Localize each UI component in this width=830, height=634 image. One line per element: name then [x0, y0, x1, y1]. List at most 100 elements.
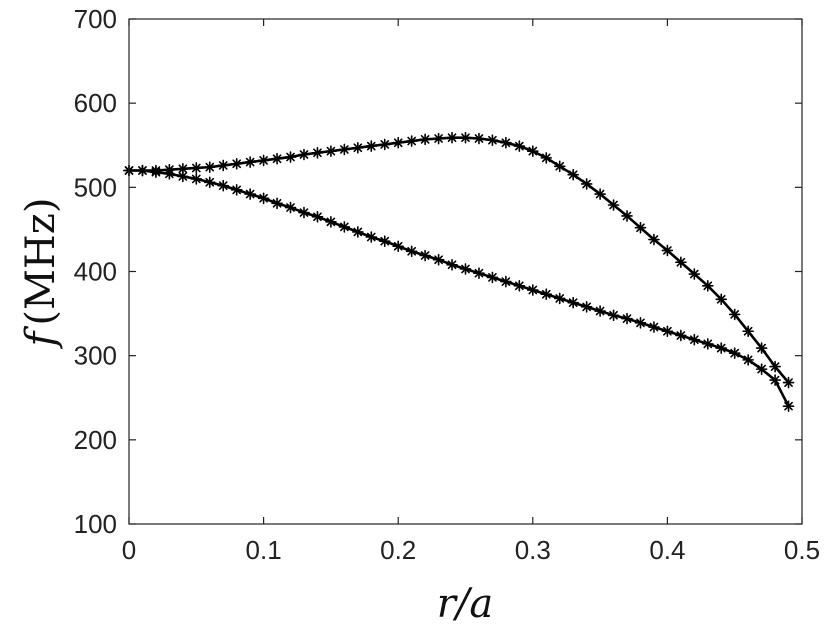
data-point-marker [365, 140, 378, 152]
data-point-marker [284, 151, 297, 163]
data-point-marker [742, 325, 754, 338]
data-point-marker [648, 321, 660, 333]
data-point-marker [352, 141, 364, 154]
data-point-marker [769, 374, 781, 386]
data-point-marker [298, 206, 310, 219]
y-tick-label: 200 [74, 425, 117, 455]
data-point-marker [392, 136, 405, 149]
data-point-marker [526, 284, 539, 296]
data-point-marker [661, 244, 674, 257]
data-point-marker [459, 263, 472, 275]
data-point-marker [190, 173, 203, 185]
data-point-marker [755, 342, 768, 354]
data-point-marker [701, 280, 714, 292]
data-point-marker [540, 288, 553, 301]
data-point-marker [217, 159, 230, 172]
data-point-marker [419, 133, 431, 146]
data-point-marker [526, 145, 539, 157]
data-point-marker [742, 354, 754, 366]
series-layer [123, 131, 795, 412]
x-tick-label: 0.4 [649, 535, 685, 565]
data-point-marker [486, 271, 499, 284]
data-point-marker [432, 132, 445, 145]
data-point-marker [244, 188, 256, 200]
data-point-marker [298, 148, 310, 161]
data-point-marker [419, 249, 431, 262]
data-point-marker [405, 135, 418, 147]
data-point-marker [217, 179, 230, 192]
data-point-marker [203, 161, 216, 173]
data-point-marker [782, 400, 795, 412]
data-point-marker [325, 145, 337, 157]
y-tick-label: 500 [74, 172, 117, 202]
y-axis-title: f(MHz) [18, 198, 64, 350]
data-point-marker [594, 305, 606, 317]
data-point-marker [352, 226, 364, 238]
y-axis-title-variable: f [18, 325, 64, 349]
data-point-marker [405, 245, 418, 258]
data-point-marker [459, 131, 472, 144]
data-point-marker [446, 258, 458, 271]
data-point-marker [486, 134, 499, 146]
data-point-marker [715, 342, 728, 354]
data-point-marker [230, 157, 243, 170]
data-point-marker [230, 184, 243, 196]
data-point-marker [473, 132, 485, 145]
data-point-marker [661, 325, 674, 338]
data-point-marker [150, 166, 162, 178]
data-point-marker [567, 296, 579, 309]
data-point-marker [203, 176, 216, 189]
data-point-marker [634, 221, 647, 234]
data-point-marker [325, 216, 337, 228]
data-point-marker [378, 235, 391, 247]
y-tick-label: 100 [74, 509, 117, 539]
data-point-marker [715, 293, 728, 306]
data-point-marker [338, 143, 351, 156]
x-axis-ticks: 0 0.1 0.2 0.3 0.4 0.5 [122, 19, 820, 565]
data-point-marker [755, 363, 768, 375]
data-point-marker [675, 329, 687, 342]
data-point-marker [607, 309, 620, 322]
y-tick-label: 700 [74, 4, 117, 34]
data-point-marker [634, 317, 647, 329]
data-point-marker [257, 192, 270, 205]
data-point-marker [728, 347, 741, 359]
x-tick-label: 0.5 [784, 535, 820, 565]
data-point-marker [446, 131, 458, 144]
data-point-marker [513, 140, 526, 152]
data-point-marker [500, 136, 512, 149]
data-point-marker [782, 376, 795, 389]
y-axis-ticks: 100 200 300 400 500 600 700 [74, 4, 802, 539]
data-point-marker [365, 231, 378, 243]
data-point-marker [675, 256, 687, 269]
x-tick-label: 0 [122, 535, 136, 565]
data-point-marker [728, 308, 741, 321]
y-tick-label: 400 [74, 257, 117, 287]
x-tick-label: 0.3 [515, 535, 551, 565]
data-point-marker [769, 360, 781, 373]
data-point-marker [244, 156, 256, 168]
y-tick-label: 300 [74, 341, 117, 371]
data-point-marker [311, 147, 324, 159]
data-point-marker [271, 152, 283, 165]
data-point-marker [136, 164, 149, 177]
data-point-marker [271, 197, 283, 210]
data-point-marker [257, 154, 270, 167]
data-point-marker [567, 168, 579, 181]
data-point-marker [284, 201, 297, 214]
data-point-marker [688, 333, 701, 346]
data-point-marker [621, 312, 633, 325]
data-point-marker [540, 152, 553, 164]
x-tick-label: 0.1 [246, 535, 282, 565]
data-point-marker [553, 160, 566, 173]
data-point-marker [378, 138, 391, 151]
data-point-marker [621, 210, 633, 222]
data-point-marker [553, 292, 566, 305]
data-point-marker [338, 221, 351, 233]
data-point-marker [607, 199, 620, 211]
data-point-marker [432, 253, 445, 266]
data-point-marker [594, 188, 606, 200]
data-point-marker [580, 301, 593, 313]
data-point-marker [190, 162, 203, 174]
